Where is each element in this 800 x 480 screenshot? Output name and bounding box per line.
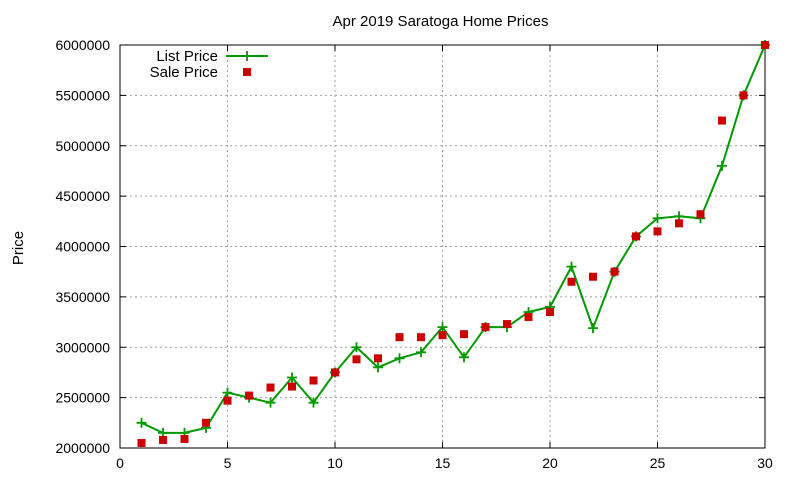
list-price-point <box>222 387 233 398</box>
x-tick-label: 10 <box>327 455 343 471</box>
legend-square-marker <box>243 68 251 76</box>
sale-price-point <box>331 368 339 377</box>
list-price-line <box>141 44 766 434</box>
y-tick-label: 5000000 <box>55 138 110 154</box>
sale-price-point <box>438 331 447 340</box>
sale-price-point <box>266 383 275 392</box>
list-price-point <box>265 397 276 408</box>
sale-price-point <box>546 307 554 316</box>
y-tick-label: 3000000 <box>55 339 110 355</box>
y-tick-label: 4500000 <box>55 188 110 204</box>
list-price-point <box>588 323 598 334</box>
list-price-point <box>394 353 405 364</box>
sale-price-point <box>202 418 210 427</box>
series-sale-price <box>137 41 769 447</box>
sale-price-point <box>524 313 533 322</box>
sale-price-point <box>417 333 425 342</box>
legend-label: List Price <box>156 48 218 65</box>
sale-price-point <box>675 219 683 228</box>
sale-price-point <box>352 355 361 364</box>
y-tick-label: 6000000 <box>55 37 110 53</box>
sale-price-point <box>567 277 576 286</box>
sale-price-point <box>180 434 189 443</box>
x-tick-label: 15 <box>435 455 451 471</box>
x-tick-label: 20 <box>542 455 558 471</box>
sale-price-point <box>589 272 597 281</box>
list-price-point <box>717 160 727 171</box>
list-price-point <box>287 372 297 383</box>
y-tick-label: 5500000 <box>55 87 110 103</box>
sale-price-point <box>632 232 640 241</box>
sale-price-point <box>137 438 146 447</box>
list-price-point <box>373 362 383 373</box>
sale-price-point <box>395 333 404 342</box>
y-tick-label: 2500000 <box>55 390 110 406</box>
chart-title: Apr 2019 Saratoga Home Prices <box>333 13 549 30</box>
series <box>136 40 770 447</box>
y-tick-label: 4000000 <box>55 239 110 255</box>
sale-price-point <box>223 396 232 405</box>
legend-plus-marker <box>242 51 252 61</box>
sale-price-point <box>159 435 167 444</box>
y-tick-label: 3500000 <box>55 289 110 305</box>
sale-price-point <box>653 227 662 236</box>
y-tick-label: 2000000 <box>55 440 110 456</box>
sale-price-point <box>503 320 511 329</box>
legend-label: Sale Price <box>150 64 218 81</box>
x-tick-label: 25 <box>650 455 666 471</box>
sale-price-point <box>460 330 468 339</box>
x-tick-label: 0 <box>116 455 124 471</box>
list-price-point <box>437 322 448 333</box>
x-tick-label: 30 <box>757 455 773 471</box>
list-price-point <box>416 347 426 358</box>
x-tick-label: 5 <box>224 455 232 471</box>
series-list-price <box>136 40 770 438</box>
sale-price-point <box>374 354 382 363</box>
list-price-point <box>351 342 362 353</box>
y-axis-label: Price <box>10 231 27 265</box>
grid <box>120 45 765 448</box>
sale-price-point <box>739 91 748 100</box>
sale-price-point <box>761 41 769 49</box>
sale-price-point <box>288 382 296 391</box>
x-tick-labels: 0 5 10 15 20 25 30 <box>116 455 773 471</box>
sale-price-point <box>309 376 318 385</box>
list-price-point <box>566 261 577 272</box>
sale-price-point <box>610 267 619 276</box>
sale-price-point <box>245 391 253 400</box>
list-price-point <box>308 397 319 408</box>
list-price-point <box>652 213 663 224</box>
list-price-point <box>136 417 147 428</box>
sale-price-point <box>696 210 705 219</box>
plot-frame <box>119 44 766 449</box>
sale-price-point <box>481 323 490 332</box>
y-tick-labels: 2000000 2500000 3000000 3500000 4000000 45000… <box>55 37 110 456</box>
sale-price-point <box>718 116 726 125</box>
list-price-point <box>459 352 469 363</box>
